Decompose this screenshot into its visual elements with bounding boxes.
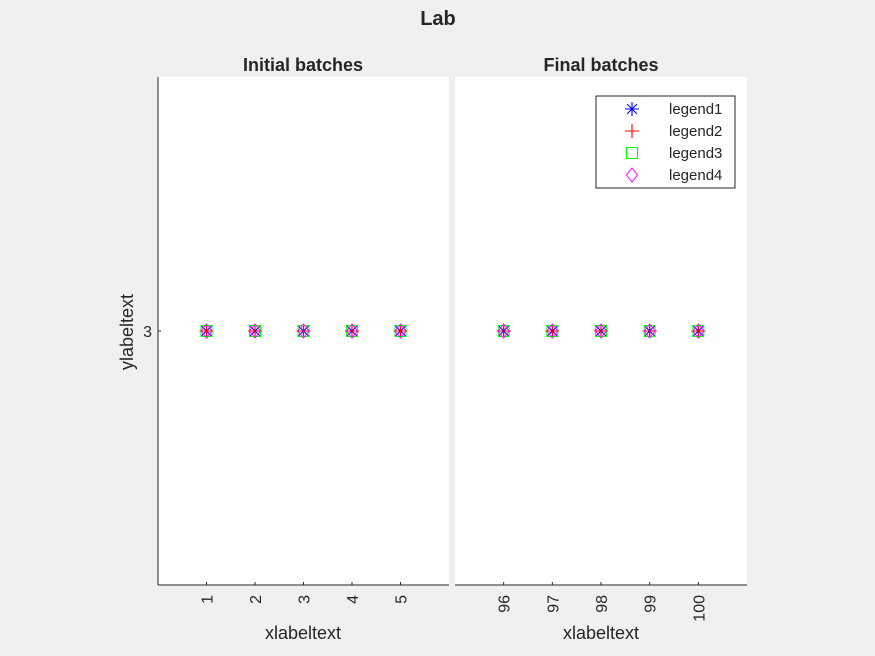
legend-label: legend1	[669, 101, 722, 118]
x-tick-label: 2	[248, 595, 265, 604]
series-legend2	[199, 324, 408, 338]
figure-title: Lab	[420, 8, 456, 30]
x-tick-label: 96	[497, 595, 514, 613]
data-point	[393, 324, 408, 338]
axes-title: Final batches	[543, 55, 658, 75]
x-axis-label: xlabeltext	[563, 623, 639, 643]
x-tick-label: 3	[297, 595, 314, 604]
legend-marker	[625, 102, 639, 116]
data-point	[691, 324, 706, 338]
axes-final-batches: Final batches xlabeltext 96 97 98 99 100 leg…	[455, 55, 747, 643]
legend-label: legend2	[669, 123, 722, 140]
data-point	[546, 323, 559, 339]
data-point	[545, 324, 560, 338]
legend-marker	[625, 124, 639, 138]
legend-marker	[626, 147, 638, 159]
data-point	[248, 323, 262, 339]
x-tick-label: 5	[394, 595, 411, 604]
data-point	[248, 324, 262, 338]
data-point	[496, 324, 511, 338]
series-legend4	[497, 323, 705, 339]
data-point	[497, 323, 510, 339]
y-axis-label: ylabeltext	[117, 294, 137, 370]
data-point	[345, 324, 359, 338]
series-legend4	[200, 323, 407, 339]
x-tick-label: 99	[643, 595, 660, 613]
data-point	[297, 323, 310, 339]
data-point	[200, 323, 213, 339]
data-point	[199, 324, 214, 338]
x-axis-label: xlabeltext	[265, 623, 341, 643]
data-point	[692, 323, 705, 339]
data-point	[643, 323, 656, 339]
data-point	[394, 323, 407, 339]
data-point	[296, 324, 311, 338]
axes-title: Initial batches	[243, 55, 363, 75]
x-tick-label: 100	[691, 595, 708, 622]
x-tick-label: 98	[594, 595, 611, 613]
data-point	[594, 324, 608, 338]
x-tick-label: 1	[200, 595, 217, 604]
data-point	[594, 323, 608, 339]
legend-box	[595, 95, 736, 189]
y-tick-label: 3	[143, 324, 152, 341]
x-tick-label: 97	[545, 595, 562, 613]
legend-marker	[625, 167, 639, 183]
axes-initial-batches: Initial batches xlabeltext ylabeltext 1 2…	[117, 55, 449, 643]
legend: legend1 legend2 legend3 legend4	[595, 95, 736, 189]
data-point	[345, 323, 359, 339]
data-point	[642, 324, 657, 338]
x-tick-label: 4	[345, 595, 362, 604]
series-legend2	[496, 324, 706, 338]
legend-label: legend4	[669, 167, 722, 184]
legend-label: legend3	[669, 145, 722, 162]
